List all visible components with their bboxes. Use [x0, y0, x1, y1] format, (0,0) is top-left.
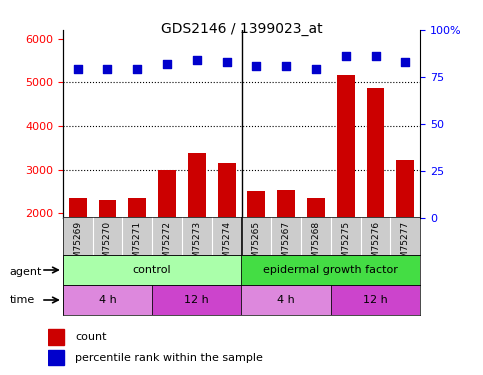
Point — [282, 63, 290, 69]
Text: GSM75275: GSM75275 — [341, 221, 350, 270]
Point — [223, 59, 230, 65]
Text: control: control — [133, 265, 171, 275]
Bar — [307, 198, 325, 300]
Point — [104, 66, 112, 72]
Text: GSM75271: GSM75271 — [133, 221, 142, 270]
Bar — [69, 198, 86, 300]
Text: GSM75269: GSM75269 — [73, 221, 82, 270]
Bar — [48, 350, 64, 365]
Bar — [397, 160, 414, 300]
Bar — [218, 162, 236, 300]
Text: time: time — [10, 295, 35, 305]
Bar — [158, 170, 176, 300]
Text: GSM75267: GSM75267 — [282, 221, 291, 270]
Point — [342, 53, 350, 59]
Bar — [128, 198, 146, 300]
FancyBboxPatch shape — [242, 285, 331, 315]
Point — [372, 53, 380, 59]
Text: count: count — [75, 332, 107, 342]
Point — [312, 66, 320, 72]
Point — [193, 57, 201, 63]
Point — [253, 63, 260, 69]
FancyBboxPatch shape — [63, 255, 242, 285]
Text: agent: agent — [10, 267, 42, 277]
Text: GDS2146 / 1399023_at: GDS2146 / 1399023_at — [161, 22, 322, 36]
Point — [163, 61, 171, 67]
Point — [74, 66, 82, 72]
Text: GSM75276: GSM75276 — [371, 221, 380, 270]
Bar — [48, 329, 64, 345]
Text: 4 h: 4 h — [277, 295, 295, 305]
Text: GSM75265: GSM75265 — [252, 221, 261, 270]
Bar — [367, 87, 384, 300]
FancyBboxPatch shape — [331, 285, 420, 315]
Text: GSM75272: GSM75272 — [163, 221, 171, 270]
Point — [401, 59, 409, 65]
Text: GSM75277: GSM75277 — [401, 221, 410, 270]
Text: GSM75268: GSM75268 — [312, 221, 320, 270]
Text: 12 h: 12 h — [185, 295, 209, 305]
Text: GSM75274: GSM75274 — [222, 221, 231, 270]
Bar — [337, 75, 355, 300]
Bar — [277, 190, 295, 300]
Text: GSM75270: GSM75270 — [103, 221, 112, 270]
Text: epidermal growth factor: epidermal growth factor — [263, 265, 398, 275]
Text: percentile rank within the sample: percentile rank within the sample — [75, 352, 263, 363]
Text: 4 h: 4 h — [99, 295, 116, 305]
Bar — [188, 153, 206, 300]
Text: 12 h: 12 h — [363, 295, 388, 305]
FancyBboxPatch shape — [242, 255, 420, 285]
FancyBboxPatch shape — [152, 285, 242, 315]
FancyBboxPatch shape — [63, 285, 152, 315]
Text: GSM75273: GSM75273 — [192, 221, 201, 270]
Bar — [247, 191, 265, 300]
Bar — [99, 201, 116, 300]
Point — [133, 66, 141, 72]
